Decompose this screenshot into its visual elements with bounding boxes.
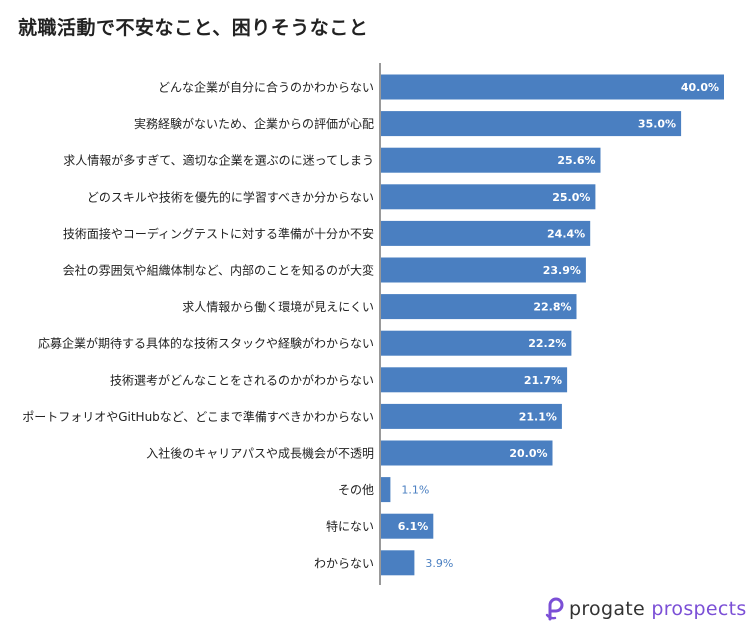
- bar: [381, 550, 415, 576]
- category-label: ポートフォリオやGitHubなど、どこまで準備すべきかわからない: [22, 409, 374, 424]
- bar: [381, 220, 591, 246]
- data-label: 22.8%: [533, 301, 571, 314]
- bar: [381, 513, 434, 539]
- data-label: 24.4%: [547, 227, 585, 240]
- data-label: 20.0%: [509, 447, 547, 460]
- category-label: 実務経験がないため、企業からの評価が心配: [134, 116, 374, 131]
- data-label: 40.0%: [681, 81, 719, 94]
- data-label: 25.0%: [552, 191, 590, 204]
- category-label: 応募企業が期待する具体的な技術スタックや経験がわからない: [38, 336, 374, 351]
- progate-logo-icon: [545, 597, 564, 621]
- category-label: 特にない: [326, 519, 374, 534]
- bar: [381, 111, 682, 137]
- bar: [381, 257, 586, 283]
- bar: [381, 147, 601, 173]
- category-label: その他: [338, 483, 374, 497]
- bar: [381, 440, 553, 466]
- bar: [381, 403, 562, 429]
- bar: [381, 74, 724, 100]
- category-label: 技術面接やコーディングテストに対する準備が十分か不安: [63, 226, 374, 241]
- bar: [381, 367, 568, 393]
- category-label: 技術選考がどんなことをされるのかがわからない: [110, 372, 374, 387]
- category-label: 求人情報から働く環境が見えにくい: [182, 299, 374, 314]
- data-label: 25.6%: [557, 154, 595, 167]
- data-label: 1.1%: [401, 484, 429, 497]
- bar: [381, 184, 596, 210]
- logo-word-prospects: prospects: [651, 598, 747, 620]
- logo-word-progate: progate: [569, 598, 646, 620]
- category-label: どんな企業が自分に合うのかわからない: [158, 80, 374, 95]
- bar: [381, 477, 391, 503]
- data-label: 21.7%: [524, 374, 562, 387]
- category-label: わからない: [314, 556, 374, 570]
- logo-text: progate prospects: [569, 598, 747, 620]
- data-label: 35.0%: [638, 118, 676, 131]
- bar: [381, 294, 577, 320]
- category-label: どのスキルや技術を優先的に学習すべきか分からない: [87, 189, 374, 204]
- bar: [381, 330, 572, 356]
- data-label: 22.2%: [528, 337, 566, 350]
- category-label: 会社の雰囲気や組織体制など、内部のことを知るのが大変: [63, 263, 374, 278]
- category-label: 求人情報が多すぎて、適切な企業を選ぶのに迷ってしまう: [63, 153, 374, 168]
- data-label: 6.1%: [398, 520, 429, 533]
- progate-prospects-logo: progate prospects: [543, 596, 747, 622]
- category-label: 入社後のキャリアパスや成長機会が不透明: [146, 446, 374, 461]
- data-label: 23.9%: [543, 264, 581, 277]
- data-label: 3.9%: [425, 557, 453, 570]
- page-title: 就職活動で不安なこと、困りそうなこと: [18, 17, 369, 39]
- data-label: 21.1%: [519, 410, 557, 423]
